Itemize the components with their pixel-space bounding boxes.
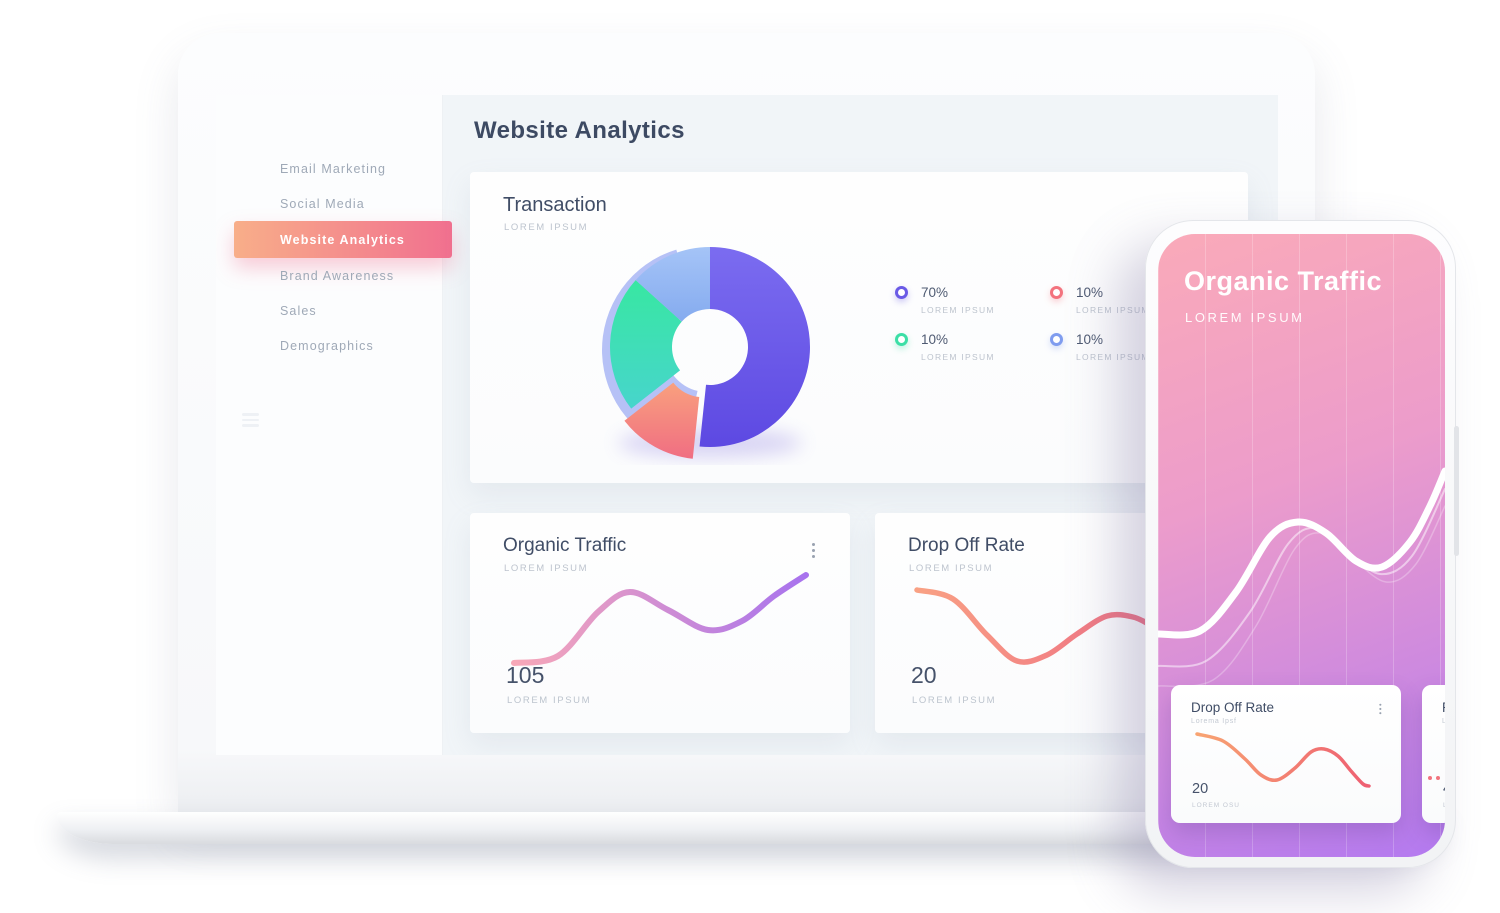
menu-icon[interactable]: [242, 413, 259, 430]
legend-item: 10% LOREM IPSUM: [1050, 284, 1205, 331]
donut-chart: [602, 247, 810, 459]
sidebar-item-social-media[interactable]: Social Media: [280, 196, 365, 211]
dropoff-rate-chart: [914, 587, 1155, 665]
phone-wave-chart: [1158, 467, 1445, 688]
phone-frame: Organic Traffic LOREM IPSUM Drop Off Rat…: [1145, 220, 1459, 868]
phone-dropoff-card: Drop Off Rate Lorema Ipsf 20 LOREM OSU: [1171, 685, 1401, 823]
legend-percent: 70%: [921, 285, 949, 300]
organic-traffic-chart: [511, 572, 809, 666]
sidebar-item-brand-awareness[interactable]: Brand Awareness: [280, 268, 395, 283]
dropoff-card-title: Drop Off Rate: [908, 535, 1025, 556]
phone-card-title: Re: [1442, 700, 1445, 715]
legend-percent: 10%: [921, 332, 949, 347]
phone-card-value-label: LOREM OSU: [1192, 802, 1241, 809]
legend-item: 10% LOREM IPSUM: [895, 331, 1050, 378]
legend-label: LOREM IPSUM: [1076, 352, 1150, 362]
phone-dropoff-chart: [1195, 732, 1371, 788]
legend-item: 10% LOREM IPSUM: [1050, 331, 1205, 378]
sidebar-nav: Email Marketing Social Media Website Ana…: [216, 151, 452, 363]
phone-title: Organic Traffic: [1184, 266, 1383, 296]
sidebar-item-demographics[interactable]: Demographics: [280, 338, 374, 353]
phone-card-subtitle: Lor: [1442, 718, 1445, 725]
dropoff-card-value-label: LOREM IPSUM: [912, 695, 997, 706]
legend-ring-icon: [1050, 333, 1063, 346]
main-content: Website Analytics Transaction LOREM IPSU…: [443, 95, 1278, 755]
phone-side-button: [1454, 426, 1459, 556]
kebab-menu-icon[interactable]: [1375, 703, 1385, 717]
transaction-legend: 70% LOREM IPSUM 10% LOREM IPSUM 10% LORE…: [895, 284, 1205, 378]
transaction-card-title: Transaction: [503, 194, 607, 216]
laptop-frame: Email Marketing Social Media Website Ana…: [178, 33, 1315, 812]
organic-card-value-label: LOREM IPSUM: [507, 695, 592, 706]
sidebar-item-email-marketing[interactable]: Email Marketing: [280, 161, 387, 176]
legend-label: LOREM IPSUM: [1076, 305, 1150, 315]
legend-percent: 10%: [1076, 285, 1104, 300]
dropoff-card-subtitle: LOREM IPSUM: [909, 563, 994, 574]
sidebar: Email Marketing Social Media Website Ana…: [216, 95, 452, 755]
laptop-screen: Email Marketing Social Media Website Ana…: [216, 95, 1278, 755]
phone-card-value: 20: [1192, 781, 1209, 797]
organic-card-value: 105: [506, 662, 545, 688]
dropoff-card-value: 20: [911, 662, 937, 688]
legend-percent: 10%: [1076, 332, 1104, 347]
legend-item: 70% LOREM IPSUM: [895, 284, 1050, 331]
phone-screen: Organic Traffic LOREM IPSUM Drop Off Rat…: [1158, 234, 1445, 857]
organic-card-subtitle: LOREM IPSUM: [504, 563, 589, 574]
phone-card-subtitle: Lorema Ipsf: [1191, 718, 1237, 725]
legend-ring-icon: [895, 286, 908, 299]
legend-label: LOREM IPSUM: [921, 305, 995, 315]
sidebar-item-website-analytics[interactable]: Website Analytics: [234, 221, 452, 258]
sidebar-item-sales[interactable]: Sales: [280, 303, 317, 318]
kebab-menu-icon[interactable]: [806, 543, 820, 561]
phone-card-value-label: LO: [1443, 802, 1445, 809]
dotted-line-fragment: [1428, 776, 1440, 780]
organic-traffic-card: Organic Traffic LOREM IPSUM 105 LOREM IP…: [470, 513, 850, 733]
legend-label: LOREM IPSUM: [921, 352, 995, 362]
transaction-card-subtitle: LOREM IPSUM: [504, 222, 589, 233]
phone-card-title: Drop Off Rate: [1191, 700, 1275, 715]
organic-card-title: Organic Traffic: [503, 535, 627, 556]
legend-ring-icon: [895, 333, 908, 346]
phone-card-value: 4: [1443, 781, 1445, 797]
legend-ring-icon: [1050, 286, 1063, 299]
phone-subtitle: LOREM IPSUM: [1185, 310, 1305, 325]
transaction-card: Transaction LOREM IPSUM 70% LOREM IPSUM …: [470, 172, 1248, 483]
phone-second-card: Re Lor 4 LO: [1422, 685, 1445, 823]
page-title: Website Analytics: [474, 117, 685, 144]
